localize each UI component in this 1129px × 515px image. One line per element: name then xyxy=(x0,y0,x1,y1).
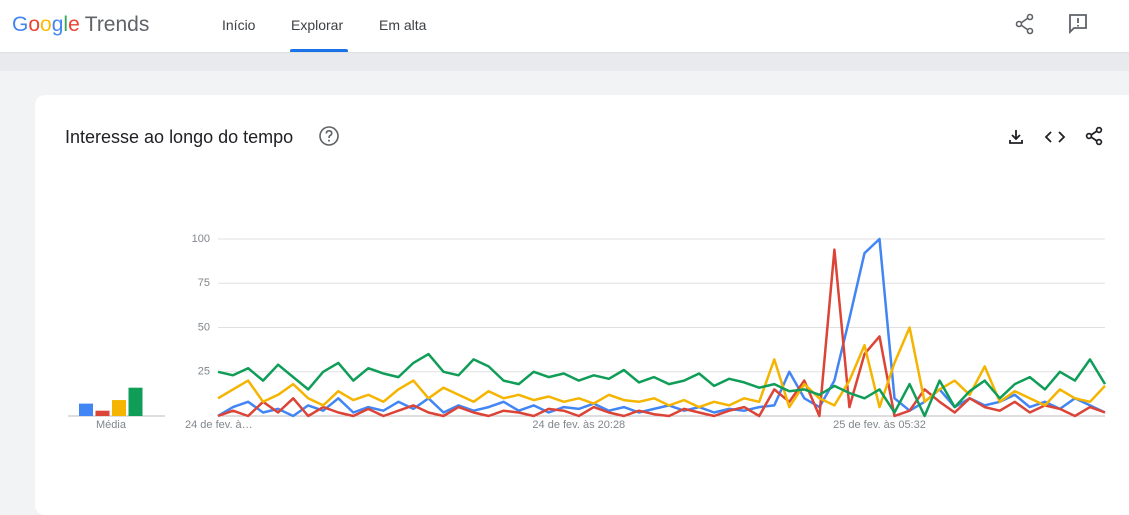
header: Google Trends Início Explorar Em alta xyxy=(0,0,1129,53)
x-tick-label: Média xyxy=(96,419,127,431)
y-tick-label: 100 xyxy=(192,233,210,245)
share-chart-icon[interactable] xyxy=(1083,125,1105,147)
nav-link[interactable]: Explorar xyxy=(291,17,344,33)
logo-google: Google xyxy=(12,13,80,36)
series-line xyxy=(217,326,1106,409)
nav-link[interactable]: Início xyxy=(222,17,256,33)
nav-link[interactable]: Em alta xyxy=(379,17,427,33)
card-title: Interesse ao longo do tempo xyxy=(65,127,293,148)
logo[interactable]: Google Trends xyxy=(12,13,149,37)
card xyxy=(35,95,1129,515)
bar xyxy=(112,400,126,416)
series-line xyxy=(217,352,1107,418)
bar xyxy=(95,410,110,416)
bar xyxy=(128,387,143,416)
help-icon[interactable] xyxy=(318,125,340,147)
x-tick-label: 24 de fev. às 20:28 xyxy=(532,419,625,431)
y-tick-label: 50 xyxy=(198,321,210,333)
y-tick-label: 25 xyxy=(198,366,210,378)
share-icon[interactable] xyxy=(1013,12,1037,36)
logo-trends: Trends xyxy=(84,13,150,36)
chart: Média 25 50 75 100 24 de fev. à… 24 de fev. às… xyxy=(68,233,1107,431)
y-tick-label: 75 xyxy=(198,277,210,289)
series-line xyxy=(217,248,1106,418)
toolbar-band xyxy=(0,53,1129,71)
x-tick-label: 25 de fev. às 05:32 xyxy=(833,419,926,431)
embed-icon[interactable] xyxy=(1044,127,1066,147)
download-icon[interactable] xyxy=(1006,127,1026,147)
feedback-icon[interactable] xyxy=(1066,11,1090,35)
active-indicator xyxy=(290,49,348,52)
x-tick-label: 24 de fev. à… xyxy=(185,419,253,431)
bar xyxy=(79,403,93,416)
card-title-text: Interesse ao longo do tempo xyxy=(65,127,294,147)
